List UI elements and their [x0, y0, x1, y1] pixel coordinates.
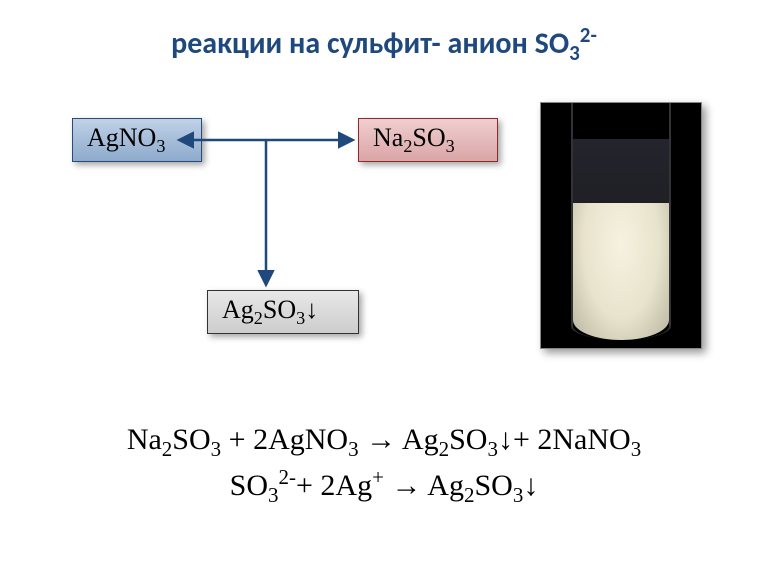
reaction-equations: Na2SO3 + 2AgNO3 → Ag2SO3↓+ 2NaNO3 SO32-+… — [0, 420, 768, 510]
equation-ionic: SO32-+ 2Ag+ → Ag2SO3↓ — [0, 463, 768, 509]
test-tube-image — [540, 102, 702, 349]
equation-molecular: Na2SO3 + 2AgNO3 → Ag2SO3↓+ 2NaNO3 — [0, 420, 768, 463]
